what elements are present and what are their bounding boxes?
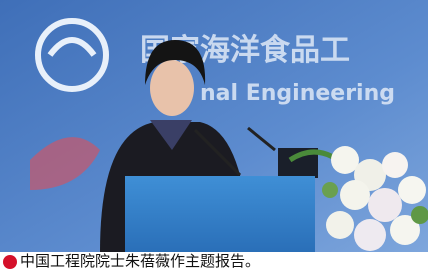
caption-bullet bbox=[3, 255, 17, 269]
backdrop-subtitle: nal Engineering bbox=[200, 81, 395, 106]
photo: 国家海洋食品工 nal Engineering 中国工程院院士朱蓓薇作主题报告。 bbox=[0, 0, 428, 271]
podium bbox=[125, 176, 315, 252]
caption: 中国工程院院士朱蓓薇作主题报告。 bbox=[20, 252, 260, 270]
page: {"image": {"backdrop_text": ["国家海洋食品工", … bbox=[0, 0, 428, 271]
